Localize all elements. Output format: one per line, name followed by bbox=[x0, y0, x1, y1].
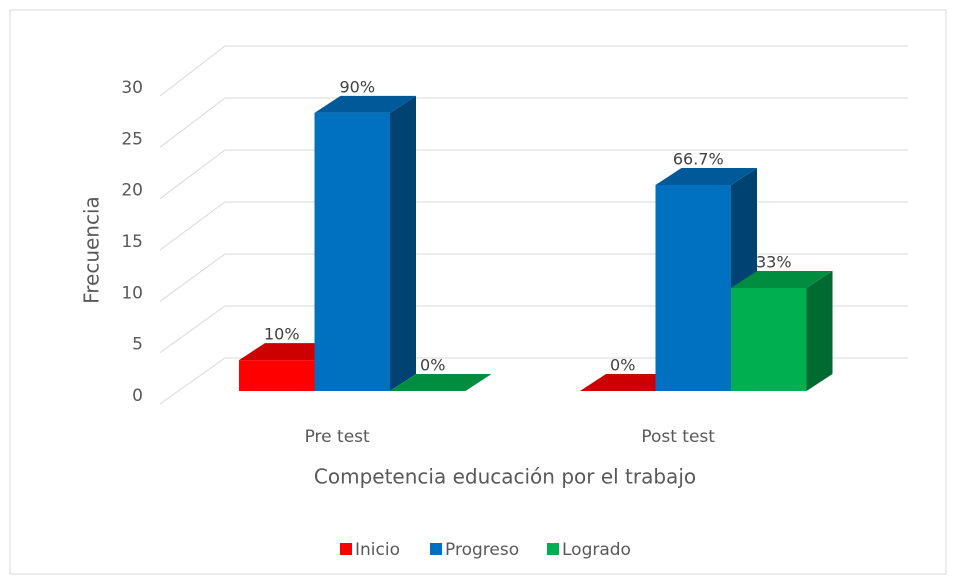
bar bbox=[314, 95, 416, 392]
grid-line bbox=[159, 149, 908, 200]
bar-side bbox=[390, 95, 416, 392]
bar-top bbox=[655, 168, 757, 185]
grid-line bbox=[159, 97, 908, 148]
data-label: 66.7% bbox=[673, 150, 724, 169]
y-tick-label: 30 bbox=[121, 78, 143, 98]
bar-top bbox=[314, 95, 416, 113]
data-label: 90% bbox=[339, 77, 375, 96]
legend-swatch bbox=[547, 543, 559, 555]
y-tick-label: 15 bbox=[121, 232, 143, 252]
bar bbox=[390, 374, 492, 391]
x-tick-label: Post test bbox=[641, 427, 715, 447]
bar bbox=[731, 271, 833, 391]
y-tick-label: 10 bbox=[121, 283, 143, 303]
bar-top bbox=[390, 374, 492, 391]
data-label: 10% bbox=[264, 325, 300, 344]
y-tick-label: 5 bbox=[132, 335, 143, 355]
data-label: 33% bbox=[756, 253, 792, 272]
y-axis-title: Frecuencia bbox=[80, 196, 104, 304]
bar-front bbox=[731, 288, 807, 391]
bar-side bbox=[806, 271, 833, 391]
legend-label: Logrado bbox=[562, 540, 631, 560]
legend-label: Progreso bbox=[445, 540, 519, 560]
data-label: 0% bbox=[610, 356, 635, 375]
bar-front bbox=[239, 360, 315, 391]
legend-swatch bbox=[430, 543, 442, 555]
legend-label: Inicio bbox=[355, 540, 400, 560]
bar-top bbox=[731, 271, 833, 288]
bar-front bbox=[314, 112, 390, 392]
y-tick-label: 0 bbox=[132, 386, 143, 406]
x-axis-title: Competencia educación por el trabajo bbox=[314, 465, 696, 489]
data-label: 0% bbox=[420, 356, 445, 375]
bar-front bbox=[655, 185, 731, 391]
x-tick-label: Pre test bbox=[305, 427, 370, 447]
y-tick-label: 20 bbox=[121, 181, 143, 201]
legend-swatch bbox=[340, 543, 352, 555]
y-tick-label: 25 bbox=[121, 129, 143, 149]
grid-line bbox=[159, 45, 908, 97]
